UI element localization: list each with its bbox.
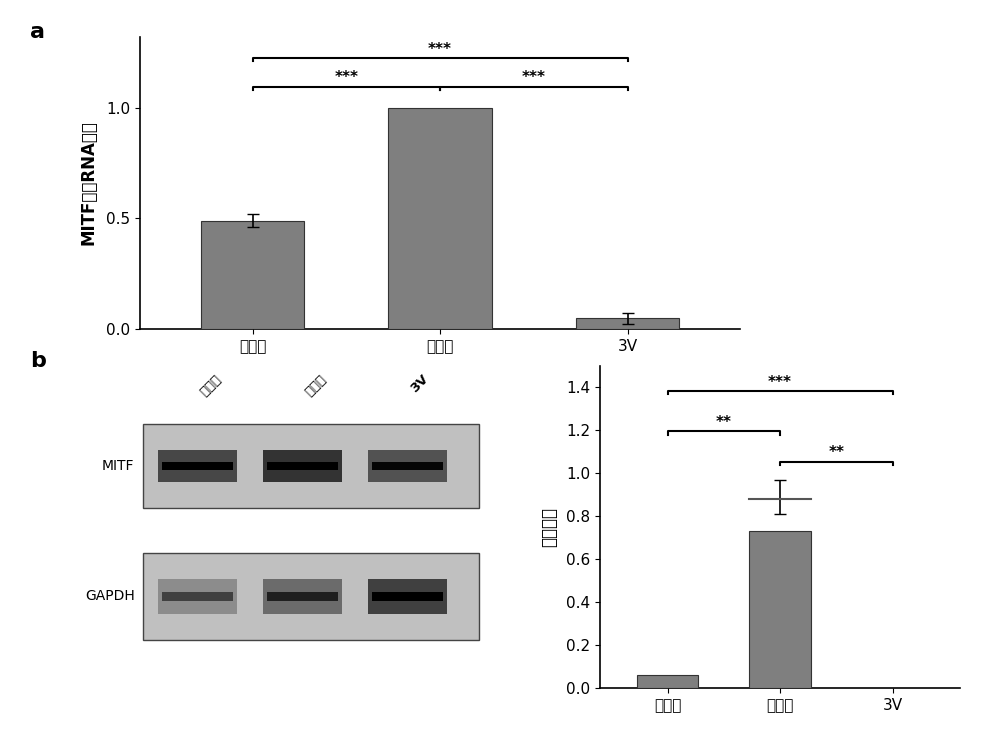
Text: 对照组: 对照组 xyxy=(303,373,329,399)
Bar xyxy=(162,462,233,470)
Y-axis label: MITF相对RNA表达: MITF相对RNA表达 xyxy=(80,121,98,245)
Bar xyxy=(143,553,479,640)
Bar xyxy=(372,592,443,601)
Bar xyxy=(368,579,447,613)
Bar xyxy=(201,221,304,329)
Text: ***: *** xyxy=(428,42,452,56)
Bar xyxy=(368,450,447,482)
Bar xyxy=(162,592,233,601)
Bar xyxy=(749,531,811,688)
Bar xyxy=(372,462,443,470)
Text: 3V: 3V xyxy=(408,373,431,395)
Bar xyxy=(143,424,479,508)
Text: ***: *** xyxy=(522,70,546,86)
Bar xyxy=(263,579,342,613)
Bar xyxy=(267,592,338,601)
Text: GAPDH: GAPDH xyxy=(85,589,135,603)
Text: **: ** xyxy=(828,446,844,460)
Text: MITF: MITF xyxy=(102,459,135,473)
Text: a: a xyxy=(30,22,45,42)
Text: 实验组: 实验组 xyxy=(198,373,224,399)
Bar xyxy=(576,318,679,329)
Text: ***: *** xyxy=(768,375,792,389)
Bar xyxy=(263,450,342,482)
Text: **: ** xyxy=(716,416,732,430)
Text: b: b xyxy=(30,351,46,371)
Bar xyxy=(267,462,338,470)
Y-axis label: 相对强度: 相对强度 xyxy=(540,507,558,547)
Bar xyxy=(388,108,492,329)
Bar xyxy=(637,675,698,688)
Bar xyxy=(158,450,237,482)
Text: ***: *** xyxy=(334,70,358,86)
Bar xyxy=(158,579,237,613)
